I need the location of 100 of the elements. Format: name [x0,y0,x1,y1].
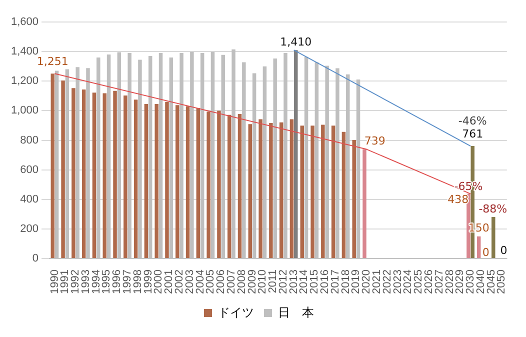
bar [50,74,55,258]
bar [258,119,262,258]
bar [76,67,80,258]
x-tick-label: 2008 [236,270,248,294]
data-label: 438 [448,193,469,206]
x-tick-label: 2019 [350,270,362,294]
bar [124,95,128,258]
x-tick-label: 2040 [474,270,487,294]
bar [186,106,190,258]
y-tick-label: 600 [20,164,39,176]
x-tick-label: 2028 [444,270,456,294]
bar [176,105,180,258]
x-tick-label: 2011 [267,270,280,294]
y-tick-label: 0 [32,252,39,265]
y-tick-label: 200 [20,222,39,235]
bar [248,124,252,258]
bar [238,114,242,258]
bar [321,124,325,258]
bar [210,52,215,258]
y-tick-label: 1,000 [10,104,39,117]
x-tick-label: 1995 [100,270,113,294]
bar [190,52,194,258]
y-tick-label: 1,200 [10,75,39,88]
bar [54,70,59,258]
x-tick-label: 1993 [80,270,92,294]
x-tick-label: 2002 [173,270,186,294]
bar [352,140,356,258]
x-tick-label: 2023 [392,270,404,294]
x-tick-label: 2000 [152,270,165,294]
bar [102,93,106,258]
bar [294,50,298,258]
data-label: 1,251 [36,54,68,68]
bar [252,73,256,258]
bar [138,60,142,258]
bar [200,53,204,258]
x-tick-label: 2020 [360,270,373,294]
bar [92,92,96,258]
x-tick-label: 2016 [319,270,332,294]
bar [169,57,174,258]
bar [262,66,267,258]
bar [232,49,236,258]
bar [180,53,184,258]
bar [158,53,163,258]
bar [290,119,294,258]
bar [331,126,336,258]
x-tick-label: 2007 [225,270,238,294]
x-tick-label: 2005 [204,270,217,294]
bar [279,122,284,258]
bar [346,74,350,258]
bar [356,80,360,258]
bar [148,56,152,258]
x-tick-label: 2026 [422,270,435,294]
x-tick-label: 1994 [90,270,102,294]
x-tick-label: 2009 [246,270,258,294]
x-tick-label: 2010 [256,270,269,294]
legend-label: ドイツ [218,305,254,320]
x-tick-label: 2017 [329,270,342,294]
y-tick-label: 800 [20,134,39,146]
x-tick-label: 2025 [412,270,425,294]
bar [466,194,470,258]
x-tick-label: 1992 [70,270,82,294]
data-label: 761 [462,127,484,140]
x-tick-label: 2027 [433,270,446,294]
bar [154,104,158,258]
data-label: 739 [364,134,386,148]
x-tick-label: 2050 [496,270,508,294]
data-label: 0 [500,244,508,257]
x-tick-label: 2004 [194,270,206,294]
x-tick-label: 2022 [381,270,394,294]
bar [336,68,340,258]
bar [284,53,288,258]
x-tick-label: 1997 [122,270,134,294]
x-tick-label: 2030 [464,270,477,294]
bar [144,104,148,258]
bar [492,216,496,258]
legend-label: 日 本 [278,305,314,320]
bar [86,68,90,258]
x-tick-label: 2013 [288,270,300,294]
x-tick-label: 2006 [215,270,228,294]
x-tick-label: 2021 [371,270,383,294]
x-tick-label: 1998 [132,270,144,294]
x-tick-label: 2045 [485,270,498,294]
bar [273,58,277,258]
bar [65,69,70,258]
bar [242,62,246,258]
x-tick-label: 2029 [454,270,466,294]
bar [269,122,273,258]
bar [227,114,232,258]
bar [221,54,225,258]
bar [128,53,132,258]
bar [325,66,329,258]
x-tick-label: 2024 [402,270,414,294]
x-tick-label: 2015 [308,270,321,294]
bar [217,110,221,258]
x-tick-label: 2014 [298,270,310,294]
bar [134,100,138,258]
bar [61,80,65,258]
data-label: 1,410 [280,35,312,48]
bar [362,149,366,258]
bar [300,126,304,258]
